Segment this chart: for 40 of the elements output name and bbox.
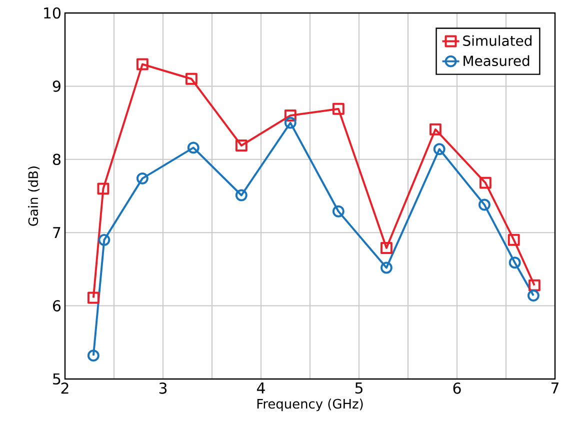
point — [185, 72, 198, 85]
point — [136, 172, 148, 184]
point — [508, 256, 521, 269]
point — [433, 143, 446, 156]
point — [98, 234, 110, 246]
point — [332, 205, 344, 218]
point — [235, 140, 248, 152]
x-tick-label: 2 — [61, 382, 68, 394]
point — [508, 234, 520, 246]
point — [332, 102, 344, 115]
point — [429, 123, 442, 136]
y-tick-label: 5 — [53, 373, 60, 385]
y-tick-label: 8 — [52, 154, 60, 166]
y-tick-label: 10 — [44, 7, 60, 19]
x-tick-label: 7 — [551, 382, 558, 394]
x-tick-label: 3 — [159, 382, 167, 394]
point — [284, 116, 296, 129]
point — [479, 176, 492, 189]
point — [380, 242, 392, 254]
point — [478, 198, 490, 211]
point — [527, 290, 540, 302]
point — [528, 279, 540, 292]
y-tick-label: 6 — [53, 300, 61, 312]
point — [284, 109, 296, 122]
point — [380, 262, 392, 274]
x-tick-label: 4 — [256, 382, 265, 394]
legend-label: Simulated — [463, 35, 532, 46]
legend-label: Measured — [464, 55, 530, 66]
point — [87, 292, 100, 304]
x-tick-label: 6 — [453, 382, 461, 394]
point — [187, 142, 200, 154]
point — [235, 189, 248, 202]
y-tick-label: 9 — [52, 80, 60, 92]
y-tick-label: 7 — [53, 227, 60, 238]
point — [136, 58, 148, 70]
x-tick-label: 5 — [355, 382, 362, 394]
x-axis-title: Frequency (GHz) — [257, 398, 363, 412]
y-axis-title: Gain (dB) — [28, 166, 40, 226]
point — [87, 350, 100, 362]
point — [97, 182, 110, 195]
